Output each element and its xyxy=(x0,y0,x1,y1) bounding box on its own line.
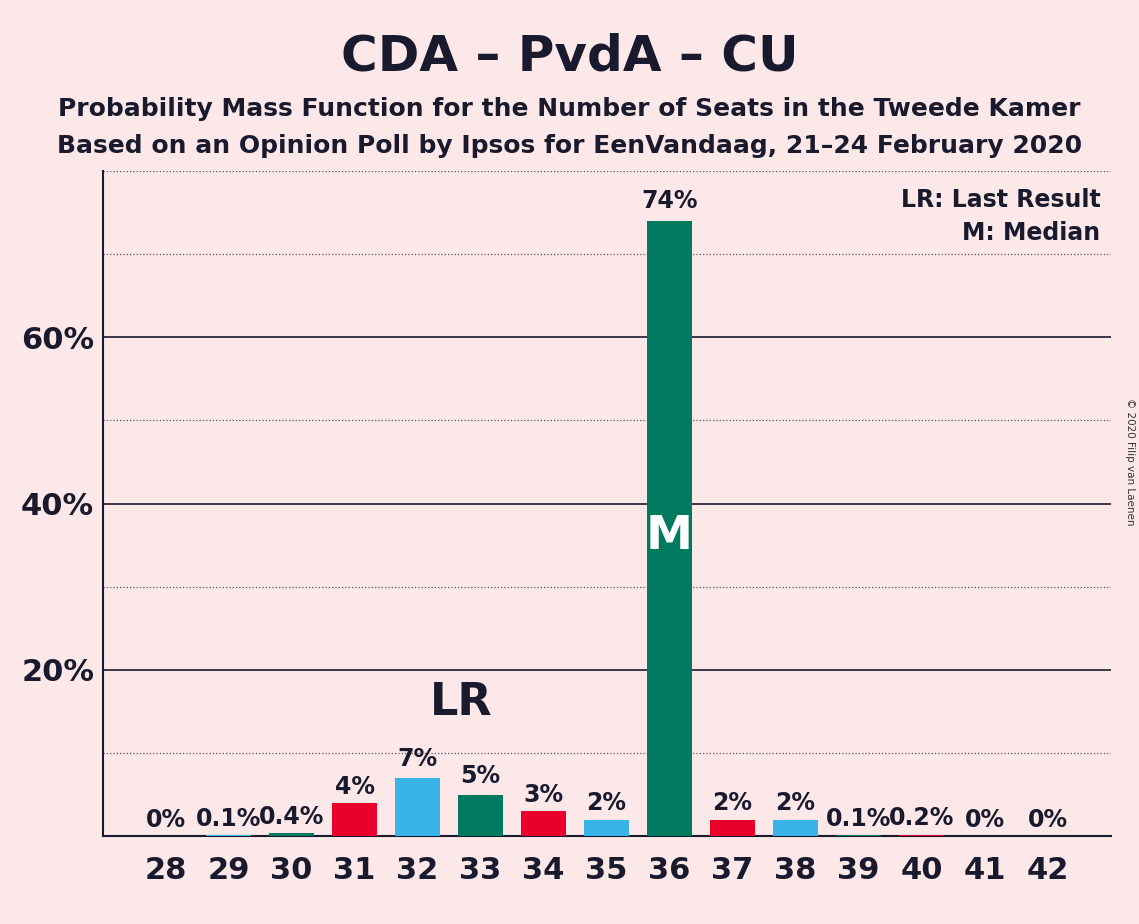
Bar xyxy=(395,778,440,836)
Text: Based on an Opinion Poll by Ipsos for EenVandaag, 21–24 February 2020: Based on an Opinion Poll by Ipsos for Ee… xyxy=(57,134,1082,158)
Text: 0%: 0% xyxy=(965,808,1005,833)
Text: 74%: 74% xyxy=(641,188,698,213)
Text: CDA – PvdA – CU: CDA – PvdA – CU xyxy=(341,32,798,80)
Text: © 2020 Filip van Laenen: © 2020 Filip van Laenen xyxy=(1125,398,1134,526)
Bar xyxy=(270,833,313,836)
Bar xyxy=(333,803,377,836)
Text: 2%: 2% xyxy=(776,792,816,816)
Text: 2%: 2% xyxy=(713,792,753,816)
Text: 0%: 0% xyxy=(146,808,186,833)
Text: 2%: 2% xyxy=(587,792,626,816)
Bar xyxy=(584,820,629,836)
Bar xyxy=(459,795,502,836)
Text: 3%: 3% xyxy=(524,784,564,808)
Bar xyxy=(711,820,754,836)
Text: LR: LR xyxy=(431,681,493,724)
Bar xyxy=(522,811,566,836)
Text: 5%: 5% xyxy=(460,764,500,788)
Text: 4%: 4% xyxy=(335,775,375,798)
Text: M: M xyxy=(646,515,693,559)
Bar xyxy=(647,221,691,836)
Text: 0%: 0% xyxy=(1027,808,1067,833)
Text: 0.2%: 0.2% xyxy=(888,807,954,831)
Text: LR: Last Result: LR: Last Result xyxy=(901,188,1100,212)
Text: Probability Mass Function for the Number of Seats in the Tweede Kamer: Probability Mass Function for the Number… xyxy=(58,97,1081,121)
Text: 0.1%: 0.1% xyxy=(196,808,261,832)
Text: 0.4%: 0.4% xyxy=(259,805,325,829)
Text: 0.1%: 0.1% xyxy=(826,808,891,832)
Text: 7%: 7% xyxy=(398,748,437,772)
Text: M: Median: M: Median xyxy=(962,221,1100,245)
Bar xyxy=(900,834,943,836)
Bar xyxy=(773,820,818,836)
